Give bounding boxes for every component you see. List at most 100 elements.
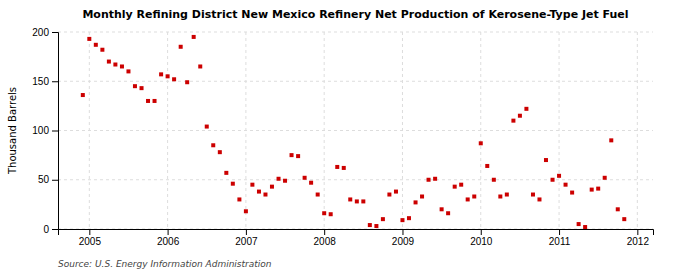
point [133,84,137,88]
point [211,143,215,147]
point [603,176,607,180]
point [277,177,281,181]
point [309,181,313,185]
chart-svg: 2005200620072008200920102011201205010015… [0,0,675,275]
point [81,93,85,97]
tick-mark [52,81,58,82]
point [172,77,176,81]
point [348,197,352,201]
tick: 2012 [627,229,650,247]
point [87,37,91,41]
tick-mark [637,229,638,235]
tick: 100 [32,125,58,136]
tick-mark [52,32,58,33]
grid-line [245,32,246,229]
axis-domain [59,230,654,236]
point [374,224,378,228]
point [322,211,326,215]
point [361,199,365,203]
tick-label: 0 [43,224,49,235]
point [616,207,620,211]
grid-line [58,32,653,33]
point [231,182,235,186]
point [335,165,339,169]
point [557,174,561,178]
grid-line [58,81,653,82]
point [622,217,626,221]
y-axis: 0 50 100 150 200 [32,27,58,235]
point [316,193,320,197]
point [505,193,509,197]
point [394,190,398,194]
point [146,99,150,103]
point [185,80,189,84]
tick-mark [168,229,169,235]
tick-label: 2010 [470,236,493,247]
point [270,185,274,189]
point [381,217,385,221]
point [420,194,424,198]
point [329,212,333,216]
tick-mark [52,131,58,132]
grid-line [324,32,325,229]
tick-label: 2005 [79,236,102,247]
point [290,153,294,157]
tick-label: 100 [32,125,49,136]
point [205,125,209,129]
point [485,164,489,168]
point [198,64,202,68]
point [218,150,222,154]
grid-line [637,32,638,229]
point [94,43,98,47]
tick-label: 150 [32,76,49,87]
point [368,223,372,227]
tick-mark [246,229,247,235]
tick-label: 50 [38,174,50,185]
point [511,119,515,123]
point [551,178,555,182]
point [153,99,157,103]
grid-line [402,32,403,229]
point [459,183,463,187]
point [296,154,300,158]
y-axis-label: Thousand Barrels [7,87,18,175]
point [250,183,254,187]
point [609,138,613,142]
tick: 150 [32,76,58,87]
tick: 2006 [157,229,180,247]
grid-line [58,130,653,131]
tick-label: 200 [32,27,49,38]
tick-label: 2008 [314,236,337,247]
point [577,222,581,226]
tick: 50 [38,174,58,185]
point [524,107,528,111]
point [570,191,574,195]
title: Monthly Refining District New Mexico Ref… [82,8,628,21]
grid-line [559,32,560,229]
point [466,197,470,201]
tick-label: 2009 [392,236,415,247]
point [159,72,163,76]
point [453,185,457,189]
tick-mark [52,229,58,230]
tick: 2008 [314,229,337,247]
x-axis: 20052006200720082009201020112012 [59,229,654,247]
tick-label: 2007 [235,236,258,247]
tick-mark [481,229,482,235]
point [531,193,535,197]
point [342,166,346,170]
point [303,176,307,180]
grid-line [480,32,481,229]
point [166,74,170,78]
point [498,194,502,198]
axis-domain [52,33,59,230]
tick-mark [89,229,90,235]
tick-mark [559,229,560,235]
point [427,178,431,182]
point [433,177,437,181]
grid-line [167,32,168,229]
point [564,183,568,187]
tick-mark [324,229,325,235]
tick-mark [402,229,403,235]
grid-line [58,179,653,180]
